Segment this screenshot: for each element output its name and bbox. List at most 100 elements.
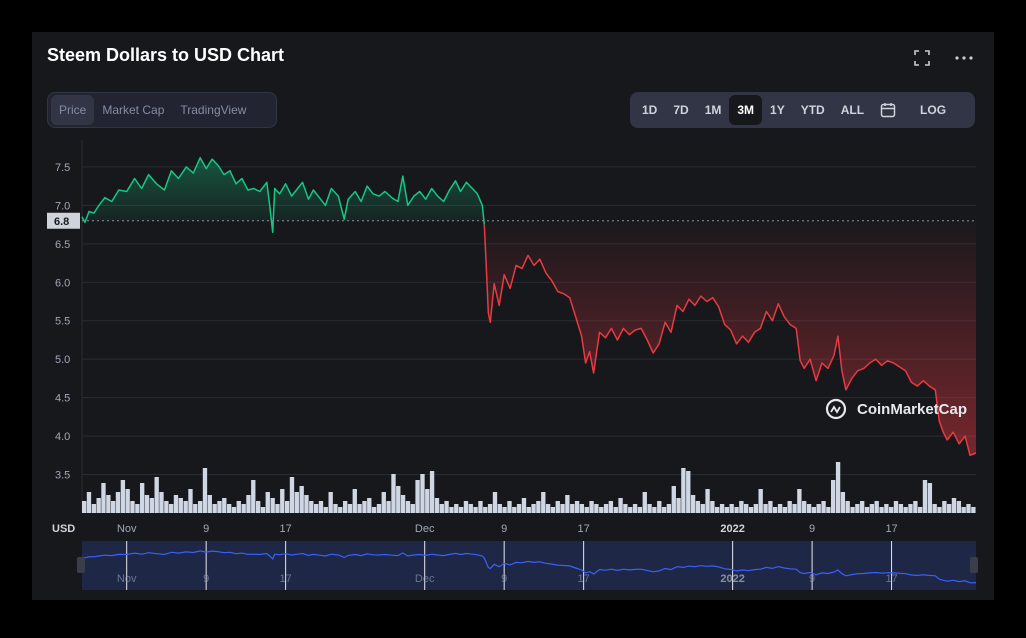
navigator[interactable]: Nov 9 17 Dec 9 17 2022 9 17 xyxy=(77,541,978,590)
volume-bar xyxy=(381,492,386,513)
volume-bar xyxy=(487,504,493,513)
navigator-right-handle[interactable] xyxy=(970,557,978,573)
x-tick-label: 2022 xyxy=(720,523,744,535)
reference-value-label: 6.8 xyxy=(54,216,69,228)
volume-bar xyxy=(724,507,730,513)
volume-bar xyxy=(826,507,831,513)
volume-bar xyxy=(289,477,295,513)
volume-bar xyxy=(251,480,256,513)
navigator-tick-label: Dec xyxy=(415,573,435,585)
volume-bar xyxy=(777,504,783,513)
volume-bar xyxy=(502,507,507,513)
volume-bar xyxy=(367,498,372,513)
y-axis: 3.5 4.0 4.5 5.0 5.5 6.0 6.5 7.0 7.5 xyxy=(55,162,70,482)
watermark: CoinMarketCap xyxy=(825,398,967,420)
volume-bar xyxy=(125,489,130,513)
volume-bar xyxy=(831,480,836,513)
tab-tradingview[interactable]: TradingView xyxy=(180,103,247,117)
volume-bar xyxy=(719,504,725,513)
volume-bar xyxy=(729,504,734,513)
y-tick-label: 3.5 xyxy=(55,470,70,482)
volume-bar xyxy=(768,501,773,513)
volume-bar xyxy=(304,495,309,513)
volume-bar xyxy=(135,504,140,513)
y-tick-label: 7.0 xyxy=(55,200,70,212)
volume-bar xyxy=(212,504,217,513)
volume-bar xyxy=(661,507,667,513)
tab-market-cap[interactable]: Market Cap xyxy=(102,103,165,117)
calendar-icon[interactable] xyxy=(880,101,898,119)
log-scale-toggle[interactable]: LOG xyxy=(920,103,947,117)
volume-bar xyxy=(811,507,817,513)
navigator-left-handle[interactable] xyxy=(77,557,85,573)
volume-bar xyxy=(889,507,894,513)
volume-bar xyxy=(164,501,169,513)
fullscreen-icon[interactable] xyxy=(912,48,932,68)
currency-label: USD xyxy=(52,523,75,535)
volume-bar xyxy=(652,507,657,513)
y-tick-label: 5.0 xyxy=(55,354,70,366)
volume-bar xyxy=(947,504,952,513)
volume-bar xyxy=(362,501,367,513)
y-tick-label: 4.0 xyxy=(55,431,70,443)
volume-bar xyxy=(111,501,116,513)
volume-bar xyxy=(371,507,377,513)
range-ytd[interactable]: YTD xyxy=(800,103,825,117)
volume-bar xyxy=(748,507,754,513)
volume-bar xyxy=(420,474,425,513)
x-tick-label: Nov xyxy=(117,523,137,535)
volume-bar xyxy=(961,507,966,513)
volume-bar xyxy=(309,501,314,513)
volume-bar xyxy=(497,504,502,513)
volume-bar xyxy=(860,501,865,513)
volume-bar xyxy=(449,507,454,513)
volume-bar xyxy=(391,474,396,513)
volume-bar xyxy=(628,507,633,513)
volume-bar xyxy=(782,507,788,513)
tab-price[interactable]: Price xyxy=(51,95,95,125)
volume-bar xyxy=(140,483,145,513)
price-line-up-area xyxy=(82,157,485,233)
volume-bar xyxy=(169,504,174,513)
volume-bar xyxy=(183,501,188,513)
volume-bar xyxy=(294,492,299,513)
volume-bar xyxy=(545,504,551,513)
volume-bar xyxy=(154,477,159,513)
range-7d[interactable]: 7D xyxy=(673,103,689,117)
volume-bar xyxy=(429,471,435,513)
volume-bar xyxy=(632,504,638,513)
volume-bar xyxy=(478,501,483,513)
x-axis: Nov 9 17 Dec 9 17 2022 9 17 xyxy=(117,523,898,535)
volume-bar xyxy=(666,504,672,513)
volume-bar xyxy=(589,501,594,513)
volume-bar xyxy=(758,489,763,513)
watermark-text: CoinMarketCap xyxy=(857,401,967,418)
range-1d[interactable]: 1D xyxy=(642,103,658,117)
volume-bar xyxy=(942,501,947,513)
volume-bar xyxy=(956,501,962,513)
range-1m[interactable]: 1M xyxy=(704,103,722,117)
volume-bar xyxy=(608,501,614,513)
volume-bar xyxy=(280,489,285,513)
range-all[interactable]: ALL xyxy=(840,103,865,117)
volume-bar xyxy=(671,486,676,513)
volume-bar xyxy=(396,486,401,513)
volume-bar xyxy=(802,501,807,513)
volume-bar xyxy=(207,495,212,513)
volume-bar xyxy=(560,504,565,513)
volume-bar xyxy=(618,498,623,513)
volume-bar xyxy=(149,498,155,513)
more-options-icon[interactable] xyxy=(954,48,974,68)
range-3m[interactable]: 3M xyxy=(729,95,763,125)
navigator-tick-label: 9 xyxy=(203,573,209,585)
volume-bar xyxy=(850,507,855,513)
navigator-tick-label: Nov xyxy=(117,573,137,585)
volume-bar xyxy=(642,492,647,513)
volume-bar xyxy=(690,495,696,513)
volume-bar xyxy=(285,501,290,513)
volume-bar xyxy=(594,504,599,513)
range-1y[interactable]: 1Y xyxy=(770,103,785,117)
x-tick-label: 9 xyxy=(203,523,209,535)
volume-bar xyxy=(256,501,261,513)
volume-bar xyxy=(932,504,937,513)
